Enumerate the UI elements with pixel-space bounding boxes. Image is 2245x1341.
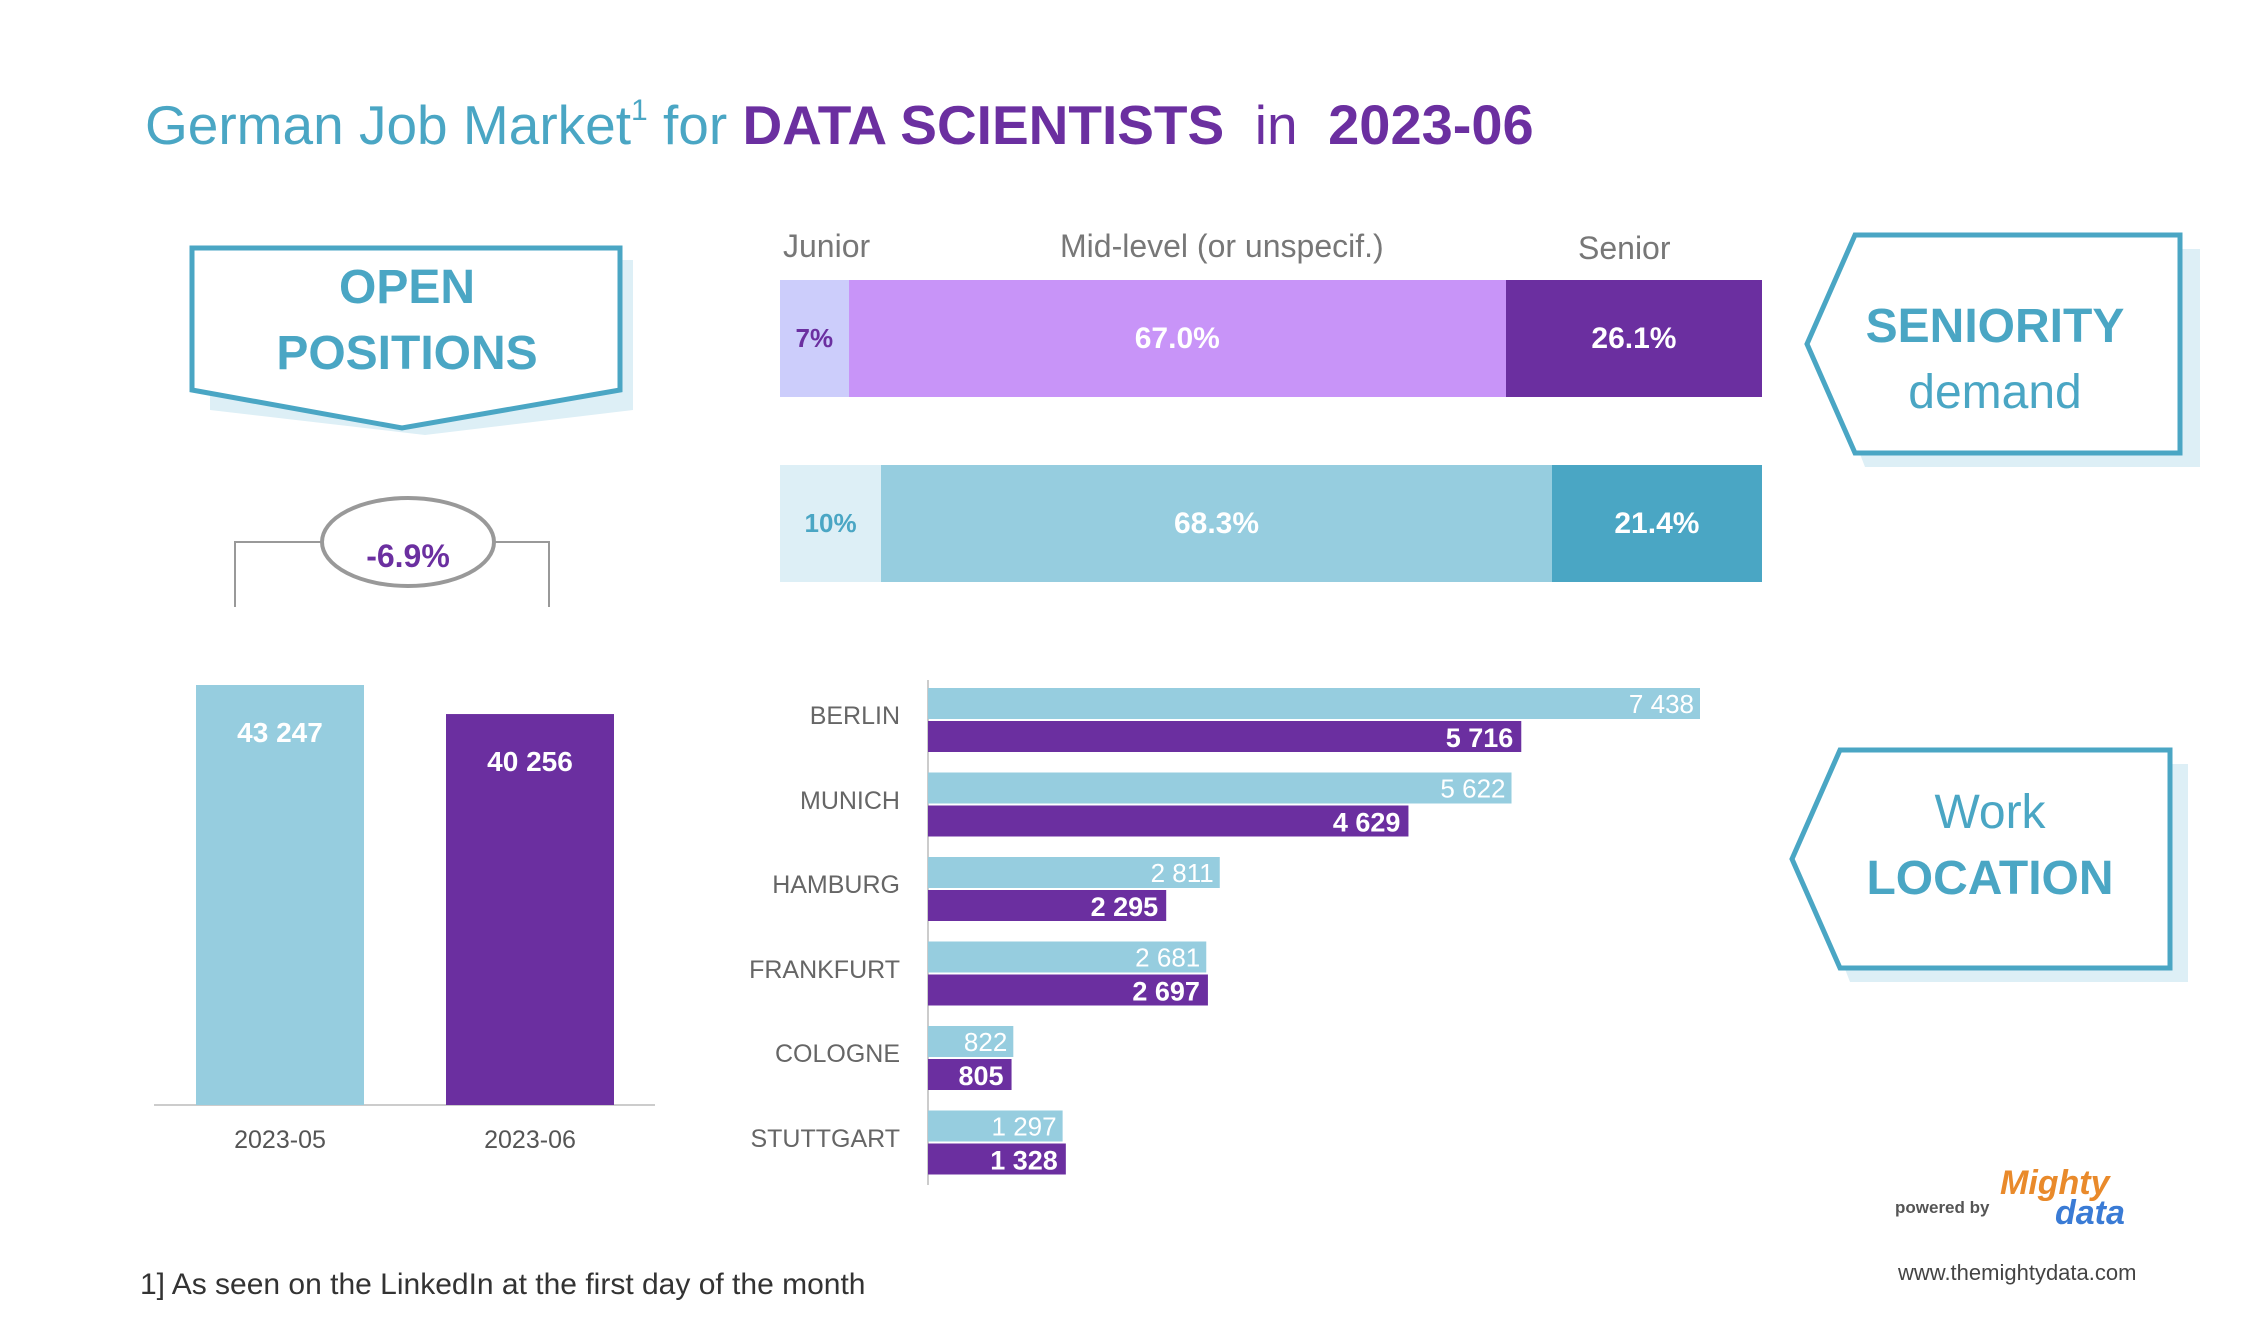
seniority-banner-line2: demand [1908, 366, 2082, 419]
location-bar-prev [928, 772, 1512, 804]
seniority-chart: 7% 67.0% 26.1% 10% 68.3% 21.4% [780, 280, 1762, 590]
seniority-segment: 67.0% [848, 280, 1506, 397]
footnote: 1] As seen on the LinkedIn at the first … [140, 1268, 866, 1301]
location-bar-current [928, 721, 1522, 752]
open-positions-value-label: 43 247 [237, 717, 323, 748]
location-value-current: 1 328 [990, 1146, 1058, 1176]
location-bar-current [928, 1059, 1012, 1090]
work-location-banner: Work LOCATION [1845, 780, 2135, 912]
location-bar-current [928, 805, 1409, 837]
logo-bottom: data [2055, 1194, 2125, 1232]
city-label: HAMBURG [772, 871, 900, 899]
seniority-banner: SENIORITY demand [1860, 294, 2130, 426]
change-bracket [234, 496, 550, 607]
seniority-segment: 26.1% [1505, 280, 1762, 397]
title-prefix: German Job Market [145, 94, 632, 156]
work-location-banner-line1: Work [1934, 786, 2046, 839]
seniority-label-senior: Senior [1578, 230, 1671, 266]
open-positions-line2: POSITIONS [276, 327, 538, 380]
seniority-label-junior: Junior [783, 228, 871, 264]
city-label: MUNICH [800, 786, 900, 815]
location-bar-prev [928, 1110, 1063, 1142]
title-footnote-mark: 1 [631, 94, 648, 127]
change-label: -6.9% [366, 538, 450, 574]
title-for: for [662, 94, 728, 156]
seniority-banner-shape [1804, 232, 2200, 467]
location-bar-current [928, 1143, 1066, 1175]
location-value-current: 2 295 [1091, 892, 1159, 922]
open-positions-tick-label: 2023-05 [234, 1126, 326, 1150]
open-positions-tick-label: 2023-06 [484, 1126, 576, 1150]
seniority-segment: 7% [780, 280, 849, 397]
city-label: BERLIN [809, 702, 900, 730]
seniority-segment: 21.4% [1551, 465, 1762, 582]
title-in: in [1254, 94, 1298, 156]
location-value-current: 805 [958, 1061, 1003, 1091]
brand-url[interactable]: www.themightydata.com [1898, 1260, 2137, 1285]
work-location-chart: 7 438 5 716 5 622 4 629 2 811 2 295 2 681 2 697… [927, 680, 1700, 1185]
location-value-current: 5 716 [1446, 723, 1514, 753]
location-bar-prev [928, 857, 1220, 888]
work-location-banner-shape [1789, 747, 2188, 982]
seniority-label-mid: Mid-level (or unspecif.) [1060, 228, 1384, 264]
city-label: COLOGNE [774, 1040, 900, 1068]
open-positions-bar [446, 714, 614, 1105]
mighty-data-logo: Mighty data [2000, 1164, 2125, 1232]
work-location-banner-line2: LOCATION [1866, 852, 2114, 905]
location-bar-prev [928, 1026, 1014, 1057]
open-positions-value-label: 40 256 [487, 746, 573, 777]
location-bar-prev [928, 688, 1700, 719]
location-value-current: 4 629 [1333, 808, 1401, 838]
city-label: FRANKFURT [749, 955, 900, 984]
location-bar-prev [928, 941, 1207, 973]
open-positions-banner: OPEN POSITIONS [192, 255, 622, 387]
location-bar-current [928, 974, 1208, 1006]
open-positions-chart: 43 247 2023-05 40 256 2023-06 [154, 685, 655, 1150]
location-bar-current [928, 890, 1167, 921]
page-title: German Job Market1 for DATA SCIENTISTS i… [145, 92, 1534, 157]
powered-by-label: powered by [1895, 1198, 1990, 1217]
location-value-current: 2 697 [1132, 977, 1200, 1007]
location-value-prev: 2 811 [1151, 858, 1214, 888]
open-positions-banner-shape [189, 245, 633, 435]
open-positions-line1: OPEN [338, 261, 476, 314]
location-value-prev: 5 622 [1440, 774, 1505, 804]
location-value-prev: 7 438 [1629, 689, 1694, 719]
seniority-segment: 68.3% [881, 465, 1552, 582]
logo-top: Mighty [2000, 1164, 2110, 1202]
city-label: STUTTGART [750, 1124, 900, 1153]
seniority-segment: 10% [780, 465, 882, 582]
location-value-prev: 1 297 [992, 1112, 1057, 1142]
title-subject: DATA SCIENTISTS [742, 94, 1225, 156]
open-positions-bar [196, 685, 364, 1105]
title-date: 2023-06 [1328, 93, 1534, 156]
seniority-banner-line1: SENIORITY [1865, 300, 2125, 353]
location-value-prev: 2 681 [1135, 943, 1200, 973]
location-value-prev: 822 [964, 1027, 1007, 1057]
